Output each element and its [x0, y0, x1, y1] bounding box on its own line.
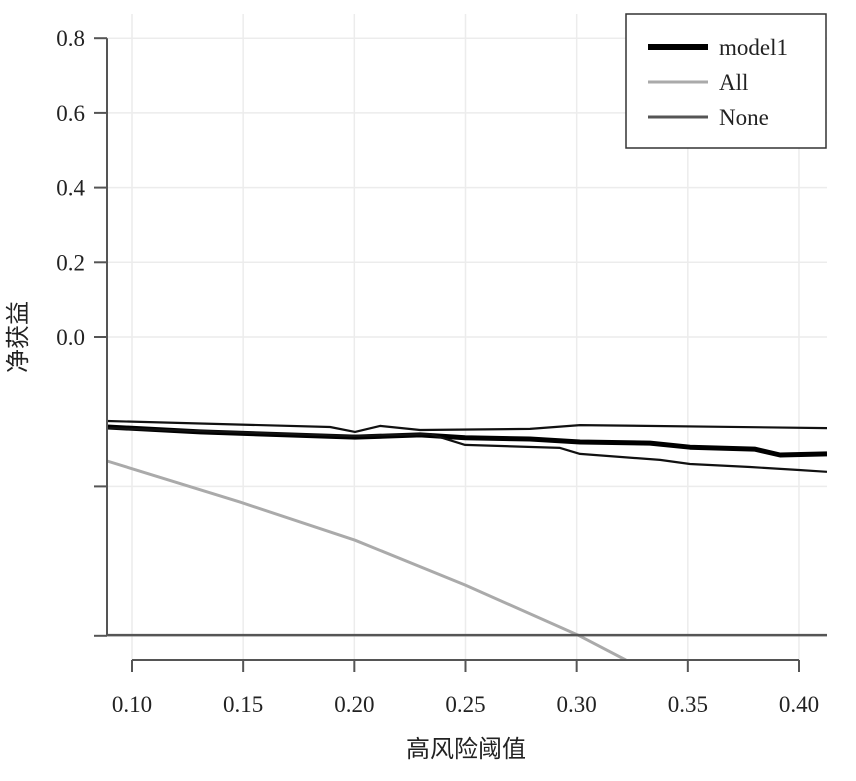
- series-line-model1-upper: [107, 419, 827, 433]
- legend-label-None: None: [719, 105, 769, 130]
- x-tick-label: 0.35: [668, 692, 708, 717]
- axes: 0.8 0.6 0.4 0.2 0.0 0.10 0.15 0.20 0.25 0.30 0.35 0…: [56, 26, 819, 717]
- y-tick-label: 0.6: [56, 101, 85, 126]
- x-tick-label: 0.15: [223, 692, 263, 717]
- x-tick-label: 0.30: [557, 692, 597, 717]
- y-tick-label: 0.0: [56, 325, 85, 350]
- legend-label-model1: model1: [719, 35, 788, 60]
- legend: model1 All None: [625, 13, 827, 149]
- x-axis-label: 高风险阈值: [406, 736, 526, 763]
- series-line-model1-lower: [107, 427, 827, 473]
- series-line-All: [107, 459, 627, 660]
- x-tick-label: 0.20: [334, 692, 374, 717]
- x-tick-label: 0.25: [445, 692, 485, 717]
- y-axis-label: 净获益: [5, 301, 32, 373]
- y-tick-label: 0.4: [56, 176, 85, 201]
- legend-label-All: All: [719, 70, 748, 95]
- x-tick-label: 0.40: [779, 692, 819, 717]
- series-lines: [107, 419, 827, 660]
- y-tick-label: 0.2: [56, 250, 85, 275]
- x-tick-label: 0.10: [112, 692, 152, 717]
- y-tick-label: 0.8: [56, 26, 85, 51]
